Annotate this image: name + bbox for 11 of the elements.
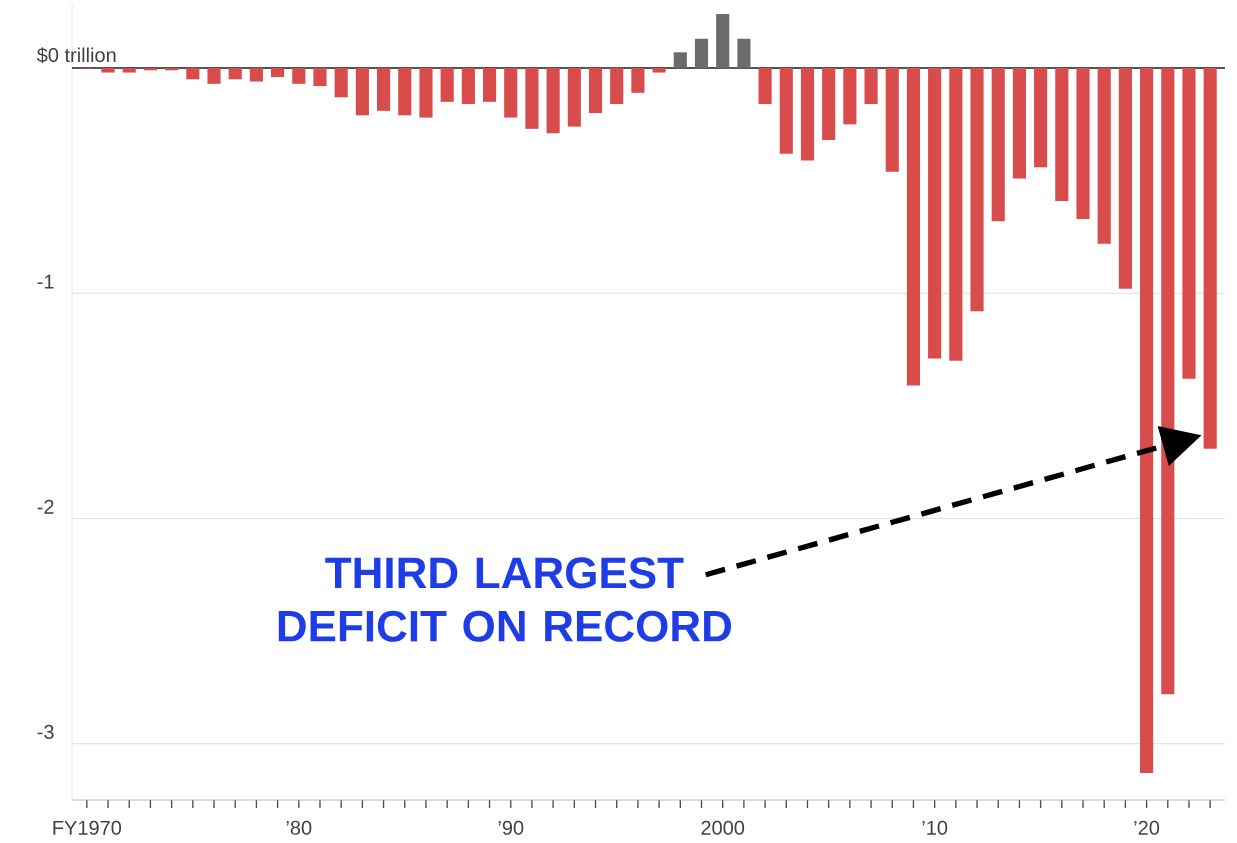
y-tick-label: -3: [37, 724, 54, 739]
x-tick-label: ’10: [922, 820, 948, 835]
x-tick-label: FY1970: [53, 820, 122, 835]
x-tick-label: ’80: [286, 820, 312, 835]
x-tick-label: ’20: [1134, 820, 1160, 835]
y-tick-label: -2: [37, 499, 54, 514]
x-tick-label: 2000: [701, 820, 745, 835]
y-tick-label: -1: [37, 274, 54, 289]
x-tick-label: ’90: [498, 820, 524, 835]
y-tick-label: $0 trillion: [36, 47, 116, 64]
annotation: THIRD LARGEST DEFICIT ON RECORD: [278, 557, 732, 642]
